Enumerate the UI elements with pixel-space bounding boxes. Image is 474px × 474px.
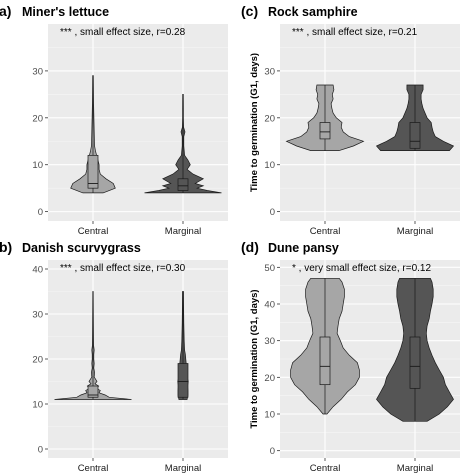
y-tick-label: 20: [264, 373, 275, 384]
panel-tag: a): [0, 3, 11, 19]
y-tick-label: 0: [270, 446, 275, 457]
x-tick-label-central: Central: [310, 463, 341, 474]
panel-0: 0 10 20 30 Central Marginal *** , small effect…: [0, 3, 228, 237]
y-tick-label: 0: [38, 207, 43, 218]
y-tick-label: 10: [32, 160, 43, 171]
box-marginal: [177, 178, 189, 191]
y-tick-label: 0: [38, 445, 43, 456]
panel-tag: (d): [241, 239, 259, 255]
panel-3: 0 10 20 30 40 50 Central Marginal * , very small…: [241, 239, 460, 474]
y-tick-label: 50: [264, 263, 275, 274]
panel-tag: b): [0, 239, 12, 255]
panel-title: Rock samphire: [268, 5, 358, 19]
x-tick-label-central: Central: [310, 226, 341, 237]
y-tick-label: 30: [264, 336, 275, 347]
y-tick-label: 30: [32, 310, 43, 321]
box-central: [319, 122, 331, 140]
box-central: [319, 336, 331, 386]
y-tick-label: 10: [264, 410, 275, 421]
y-tick-label: 30: [264, 66, 275, 77]
x-tick-label-marginal: Marginal: [397, 226, 433, 237]
significance-annotation: *** , small effect size, r=0.30: [60, 263, 186, 274]
plot-background: [280, 24, 460, 221]
y-tick-label: 40: [264, 300, 275, 311]
y-tick-label: 10: [264, 160, 275, 171]
x-tick-label-central: Central: [78, 226, 109, 237]
y-tick-label: 30: [32, 66, 43, 77]
y-axis-label: Time to germination (G1, days): [249, 289, 260, 428]
y-tick-label: 20: [32, 113, 43, 124]
x-tick-label-central: Central: [78, 463, 109, 474]
box-marginal: [409, 122, 421, 149]
panel-title: Dune pansy: [268, 241, 339, 255]
x-tick-label-marginal: Marginal: [165, 226, 201, 237]
significance-annotation: *** , small effect size, r=0.21: [292, 27, 418, 38]
panel-1: 0 10 20 30 Central Marginal *** , small effect…: [241, 3, 460, 237]
panel-tag: (c): [241, 3, 258, 19]
y-tick-label: 10: [32, 400, 43, 411]
box-central: [87, 385, 99, 398]
box-marginal: [409, 336, 421, 389]
y-tick-label: 0: [270, 207, 275, 218]
y-tick-label: 40: [32, 265, 43, 276]
x-tick-label-marginal: Marginal: [165, 463, 201, 474]
panel-title: Danish scurvygrass: [22, 241, 141, 255]
y-tick-label: 20: [264, 113, 275, 124]
significance-annotation: *** , small effect size, r=0.28: [60, 27, 186, 38]
x-tick-label-marginal: Marginal: [397, 463, 433, 474]
y-tick-label: 20: [32, 355, 43, 366]
box-marginal: [177, 363, 189, 398]
panel-2: 0 10 20 30 40 Central Marginal *** , small effe…: [0, 239, 228, 474]
significance-annotation: * , very small effect size, r=0.12: [292, 263, 431, 274]
box-central: [87, 154, 99, 189]
panel-title: Miner's lettuce: [22, 5, 109, 19]
y-axis-label: Time to germination (G1, days): [249, 53, 260, 192]
